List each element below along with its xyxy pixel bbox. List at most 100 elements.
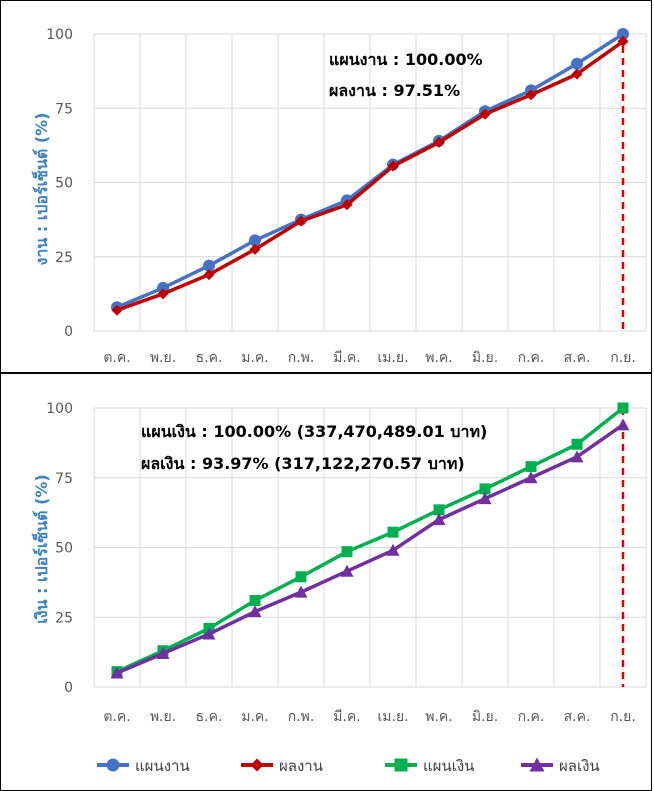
- x-tick-label: ก.ย.: [610, 350, 636, 366]
- legend: แผนงาน ผลงาน แผนเงิน ผลเงิน: [97, 757, 600, 775]
- data-point: [433, 136, 445, 148]
- legend-label: ผลเงิน: [559, 757, 600, 775]
- x-tick-label: ก.พ.: [288, 350, 315, 366]
- x-tick-label: มิ.ย.: [472, 350, 498, 366]
- y-tick-label: 75: [55, 471, 73, 487]
- x-tick-label: ต.ค.: [103, 350, 130, 366]
- x-tick-label: เม.ย.: [377, 350, 408, 366]
- data-point: [294, 585, 308, 598]
- series-line: [116, 423, 624, 675]
- y-tick-label: 75: [55, 101, 73, 117]
- legend-marker: [106, 758, 120, 772]
- x-tick-label: ม.ค.: [241, 350, 269, 366]
- y-axis-label: เงิน : เปอร์เซ็นต์ (%): [30, 474, 51, 623]
- data-point: [525, 461, 537, 473]
- legend-label: แผนเงิน: [423, 757, 474, 775]
- data-point: [340, 564, 354, 577]
- x-tick-label: ก.พ.: [288, 709, 315, 725]
- data-point: [478, 492, 492, 505]
- data-point: [617, 402, 629, 414]
- data-point: [249, 234, 261, 247]
- data-point: [203, 269, 215, 281]
- data-point: [341, 199, 353, 211]
- data-point: [525, 89, 537, 101]
- y-tick-label: 0: [64, 680, 73, 696]
- series-group: [110, 402, 630, 679]
- data-point: [249, 595, 261, 607]
- series-line: [116, 406, 625, 674]
- budget-result-annotation: ผลเงิน : 93.97% (317,122,270.57 บาท): [141, 454, 465, 473]
- budget-progress-chart-panel: 0 25 50 75 100 ต.ค. พ.ย. ธ.ค. ม.ค. ก.พ. มี.ค. เม.ย…: [0, 373, 652, 791]
- series-2: [111, 35, 629, 316]
- x-tick-label: ก.ค.: [518, 709, 545, 725]
- data-point: [295, 571, 307, 583]
- data-point: [386, 543, 400, 556]
- data-point: [617, 28, 629, 40]
- series-line: [116, 39, 625, 312]
- data-point: [571, 57, 583, 70]
- x-tick-label: ส.ค.: [564, 709, 591, 725]
- data-point: [432, 513, 446, 526]
- y-tick-label: 50: [55, 176, 73, 192]
- data-point: [248, 605, 262, 618]
- data-point: [249, 243, 261, 255]
- series-line: [116, 32, 624, 309]
- x-tick-label: มี.ค.: [333, 709, 361, 725]
- x-tick-labels: ต.ค. พ.ย. ธ.ค. ม.ค. ก.พ. มี.ค. เม.ย. พ.ค. มิ.ย. ก…: [103, 709, 635, 725]
- legend-item: แผนงาน: [97, 757, 190, 775]
- legend-marker: [250, 758, 264, 772]
- x-tick-label: พ.ค.: [425, 350, 453, 366]
- data-point: [617, 35, 629, 47]
- y-axis-label: งาน : เปอร์เซ็นต์ (%): [30, 113, 51, 266]
- data-point: [616, 418, 630, 431]
- x-tick-label: พ.ค.: [425, 709, 453, 725]
- data-point: [433, 504, 445, 516]
- legend-marker: [394, 758, 408, 772]
- data-point: [203, 259, 215, 272]
- x-tick-label: ส.ค.: [564, 350, 591, 366]
- y-tick-labels: 0 25 50 75 100: [46, 27, 73, 340]
- y-tick-label: 100: [46, 27, 73, 43]
- x-tick-label: เม.ย.: [377, 709, 408, 725]
- data-point: [570, 450, 584, 463]
- x-tick-label: ธ.ค.: [196, 350, 223, 366]
- data-point: [479, 108, 491, 120]
- data-point: [295, 215, 307, 227]
- data-point: [387, 160, 399, 172]
- legend-item: ผลงาน: [241, 757, 323, 775]
- x-tick-label: ก.ค.: [518, 350, 545, 366]
- data-point: [571, 68, 583, 80]
- data-point: [341, 546, 353, 558]
- budget-plan-annotation: แผนเงิน : 100.00% (337,470,489.01 บาท): [141, 422, 487, 441]
- y-tick-label: 100: [46, 401, 73, 417]
- gridlines: [93, 33, 647, 332]
- y-tick-labels: 0 25 50 75 100: [46, 401, 73, 696]
- x-tick-label: มิ.ย.: [472, 709, 498, 725]
- x-tick-label: ต.ค.: [103, 709, 130, 725]
- x-tick-label: ม.ค.: [241, 709, 269, 725]
- plan-annotation: แผนงาน : 100.00%: [329, 50, 483, 69]
- legend-item: ผลเงิน: [521, 757, 600, 775]
- result-annotation: ผลงาน : 97.51%: [329, 81, 460, 100]
- y-tick-label: 50: [55, 541, 73, 557]
- y-tick-label: 25: [55, 250, 73, 266]
- work-progress-chart: 0 25 50 75 100 ต.ค. พ.ย. ธ.ค. ม.ค. ก.พ. มี.ค. เม.ย…: [30, 27, 647, 366]
- x-tick-label: ก.ย.: [610, 709, 636, 725]
- y-tick-label: 0: [64, 324, 73, 340]
- data-point: [202, 627, 216, 640]
- budget-progress-chart: 0 25 50 75 100 ต.ค. พ.ย. ธ.ค. ม.ค. ก.พ. มี.ค. เม.ย…: [30, 401, 647, 775]
- x-tick-label: มี.ค.: [333, 350, 361, 366]
- work-progress-chart-panel: 0 25 50 75 100 ต.ค. พ.ย. ธ.ค. ม.ค. ก.พ. มี.ค. เม.ย…: [0, 0, 652, 373]
- legend-label: แผนงาน: [135, 757, 190, 775]
- data-point: [157, 288, 169, 300]
- data-point: [479, 483, 491, 495]
- x-tick-label: พ.ย.: [150, 350, 176, 366]
- data-point: [111, 304, 123, 316]
- data-point: [524, 471, 538, 484]
- y-tick-label: 25: [55, 610, 73, 626]
- legend-label: ผลงาน: [279, 757, 323, 775]
- data-point: [156, 647, 170, 660]
- legend-marker: [529, 757, 545, 772]
- data-point: [571, 438, 583, 450]
- x-tick-label: ธ.ค.: [196, 709, 223, 725]
